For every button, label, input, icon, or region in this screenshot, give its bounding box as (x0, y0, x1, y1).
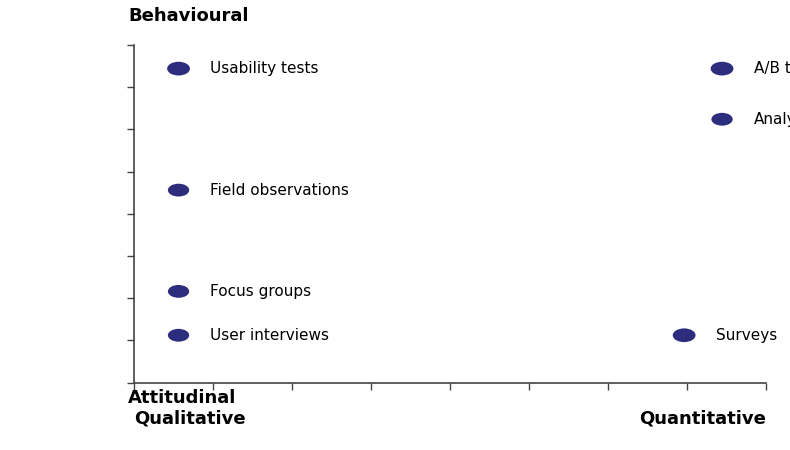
Text: A/B tests: A/B tests (754, 61, 790, 76)
Text: Field observations: Field observations (210, 183, 349, 198)
Text: User interviews: User interviews (210, 328, 329, 343)
Text: Usability tests: Usability tests (210, 61, 318, 76)
Ellipse shape (168, 184, 189, 197)
Text: Qualitative: Qualitative (134, 410, 246, 427)
Text: Surveys: Surveys (716, 328, 777, 343)
Ellipse shape (168, 285, 189, 298)
Text: Analytics: Analytics (754, 112, 790, 127)
Ellipse shape (167, 62, 190, 76)
Text: Quantitative: Quantitative (639, 410, 766, 427)
Ellipse shape (673, 328, 695, 342)
Text: Focus groups: Focus groups (210, 284, 311, 299)
Ellipse shape (711, 62, 733, 76)
Text: Behavioural: Behavioural (128, 7, 249, 25)
Ellipse shape (712, 113, 732, 126)
Text: Attitudinal: Attitudinal (128, 389, 236, 407)
Ellipse shape (168, 329, 189, 342)
